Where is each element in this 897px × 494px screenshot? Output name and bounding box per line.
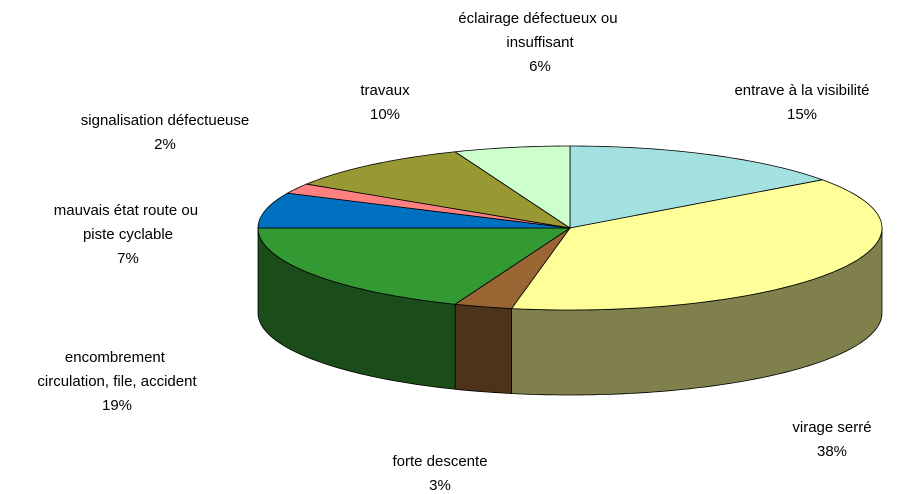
category-label: signalisation défectueuse — [81, 112, 249, 129]
label-line: piste cyclable — [83, 226, 173, 243]
pie-slice — [569, 145, 824, 229]
label-line: circulation, file, accident — [37, 373, 197, 390]
label-line: éclairage défectueux ou — [458, 10, 621, 27]
label-line: insuffisant — [506, 34, 574, 51]
value-label: 7% — [117, 250, 139, 267]
value-label: 6% — [529, 58, 551, 75]
label-line: virage serré — [792, 419, 871, 436]
value-label: 19% — [102, 397, 132, 414]
category-label: encombrement circulation, file, accident — [37, 349, 197, 390]
value-label: 2% — [154, 136, 176, 153]
category-label: forte descente — [392, 453, 487, 470]
category-label: éclairage défectueux ou insuffisant — [458, 10, 621, 51]
pie-slice — [510, 179, 883, 311]
label-line: entrave à la visibilité — [734, 82, 869, 99]
category-label: virage serré — [792, 419, 871, 436]
label-line: forte descente — [392, 453, 487, 470]
pie-slice — [257, 227, 572, 305]
category-label: entrave à la visibilité — [734, 82, 869, 99]
pie-slice — [453, 227, 571, 309]
category-label: mauvais état route ou piste cyclable — [54, 202, 202, 243]
pie-slice — [286, 183, 571, 229]
value-label: 3% — [429, 477, 451, 494]
label-line: mauvais état route ou — [54, 202, 202, 219]
value-label: 15% — [787, 106, 817, 123]
pie-side — [454, 303, 512, 394]
value-label: 10% — [370, 106, 400, 123]
value-label: 38% — [817, 443, 847, 460]
label-line: encombrement — [65, 349, 169, 366]
label-line: travaux — [360, 82, 410, 99]
label-line: signalisation défectueuse — [81, 112, 249, 129]
category-label: travaux — [360, 82, 410, 99]
pie-slice — [453, 145, 571, 229]
pie-slice — [257, 192, 571, 229]
pie-slice — [305, 151, 571, 229]
